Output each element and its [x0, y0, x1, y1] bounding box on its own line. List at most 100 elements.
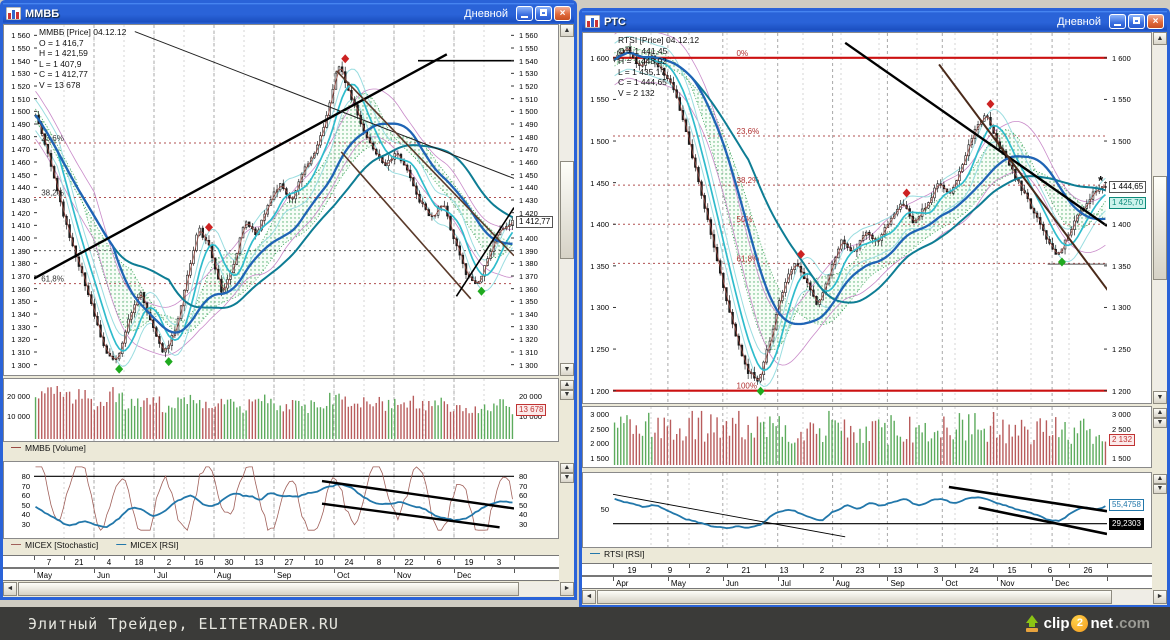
price-scroll-down-button[interactable]: ▼ — [1153, 391, 1167, 404]
titlebar-micex[interactable]: ММВБ Дневной × — [3, 3, 574, 24]
day-tick-mark — [154, 556, 155, 560]
maximize-button[interactable] — [1128, 14, 1145, 29]
scroll-right-button[interactable]: ► — [560, 582, 574, 596]
y-axis-tick-label: 1 560 — [519, 31, 538, 41]
scroll-left-button[interactable]: ◄ — [582, 590, 596, 604]
volume-pane-up-button[interactable]: ▲ — [1153, 408, 1167, 418]
month-label: Dec — [1055, 579, 1070, 588]
day-tick-mark — [803, 564, 804, 568]
x-axis-days: 7 21 4 18 2 16 30 13 27 10 24 8 22 6 19 3 — [3, 555, 559, 568]
y-axis-tick-label: 1 320 — [519, 335, 538, 345]
volume-panel: 20 000 10 000 20 000 10 000 13 678 — [3, 378, 559, 442]
day-tick-mark — [917, 564, 918, 568]
price-scroll-up-button[interactable]: ▲ — [560, 24, 574, 37]
volume-panel: 3 000 2 500 2 000 1 500 3 000 2 500 1 500 2 132 — [582, 406, 1152, 468]
y-axis-tick-label: 1 370 — [519, 272, 538, 281]
month-tick-mark — [34, 569, 35, 573]
y-axis-tick-label: 1 520 — [519, 82, 538, 91]
y-axis-tick-label: 1 450 — [590, 178, 609, 188]
stochastic-series-name: MICEX [Stochastic] — [25, 539, 99, 550]
price-scroll-down-button[interactable]: ▼ — [560, 363, 574, 376]
oscillator-pane-down-button[interactable]: ▼ — [1153, 484, 1167, 494]
horizontal-scrollbar[interactable]: ◄ ► — [582, 590, 1167, 604]
day-tick-mark — [424, 556, 425, 560]
month-tick-mark — [777, 577, 779, 581]
y-axis-tick-label: 1 400 — [519, 234, 538, 243]
y-axis-tick-label: 1 530 — [519, 69, 538, 79]
day-tick-mark — [689, 564, 690, 568]
y-axis-tick-label: 1 380 — [11, 259, 30, 269]
y-axis-tick-label: 1 500 — [519, 107, 538, 117]
clip2net-logo[interactable]: clip 2 net .com — [1025, 607, 1150, 640]
y-axis-tick-label: 1 600 — [590, 53, 609, 63]
y-axis-tick-label: 1 460 — [11, 158, 30, 167]
y-axis-tick-label: 1 320 — [11, 335, 30, 345]
minimize-button[interactable] — [1109, 14, 1126, 29]
month-label: Oct — [337, 571, 350, 580]
logo-text-com: .com — [1114, 615, 1150, 632]
oscillator-pane-up-button[interactable]: ▲ — [560, 463, 574, 473]
horizontal-scrollbar[interactable]: ◄ ► — [3, 582, 574, 596]
day-tick-mark — [879, 564, 880, 568]
volume-chart-canvas — [613, 407, 1107, 467]
price-scroll-thumb[interactable] — [560, 160, 574, 259]
minimize-button[interactable] — [516, 6, 533, 21]
price-scroll-up-button[interactable]: ▲ — [1153, 32, 1167, 45]
price-scroll-thumb[interactable] — [1153, 176, 1167, 281]
day-tick-mark — [34, 556, 35, 560]
day-tick-mark — [613, 564, 614, 568]
last-volume-label: 13 678 — [516, 403, 547, 416]
oscillator-pane-up-button[interactable]: ▲ — [1153, 474, 1167, 484]
month-tick-mark — [1107, 577, 1108, 581]
horizontal-scroll-thumb[interactable] — [597, 590, 1112, 604]
oscillator-chart-canvas — [34, 462, 514, 538]
y-axis-tick-label: 1 460 — [519, 158, 538, 167]
price-panel: 23,6% 38,2% 61,8% 1 560 1 560 1 550 1 550 1 540… — [3, 24, 559, 376]
month-tick-mark — [514, 569, 515, 573]
close-button[interactable]: × — [1147, 14, 1164, 29]
y-axis-tick-label: 1 300 — [590, 303, 609, 313]
volume-pane-up-button[interactable]: ▲ — [560, 380, 574, 390]
volume-series-name: ММВБ [Volume] — [25, 442, 86, 453]
volume-pane-down-button[interactable]: ▼ — [1153, 418, 1167, 428]
oscillator-tick-label: 60 — [519, 491, 528, 501]
day-tick-mark — [514, 556, 515, 560]
y-axis-tick-label: 1 480 — [11, 132, 30, 142]
volume-chart-canvas — [34, 379, 514, 441]
y-axis-tick-label: 1 600 — [1112, 53, 1131, 63]
day-label: 21 — [741, 566, 751, 575]
volume-pane-down-button[interactable]: ▼ — [560, 390, 574, 400]
titlebar-rts[interactable]: РТС Дневной × — [582, 11, 1167, 32]
day-label: 15 — [1007, 566, 1017, 575]
month-tick-mark — [334, 569, 335, 573]
day-label: 30 — [224, 558, 234, 567]
maximize-button[interactable] — [535, 6, 552, 21]
oscillator-panel: 80 70 60 50 40 30 80 70 60 50 40 30 — [3, 461, 559, 539]
rsi-series-name: RTSI [RSI] — [604, 548, 645, 559]
y-axis-tick-label: 1 200 — [590, 386, 609, 396]
oscillator-tick-label: 40 — [21, 510, 30, 520]
horizontal-scroll-thumb[interactable] — [18, 582, 519, 596]
logo-badge-2: 2 — [1071, 615, 1089, 632]
chart-area-rts: RTSI [Price] 04.12.12 O = 1 441,45 H = 1… — [582, 32, 1167, 605]
month-label: Jul — [157, 571, 168, 580]
month-tick-mark — [154, 569, 155, 573]
day-label: 23 — [855, 566, 865, 575]
y-axis-tick-label: 1 340 — [11, 310, 30, 319]
day-label: 6 — [436, 558, 442, 567]
month-label: Jun — [97, 571, 110, 580]
day-label: 7 — [46, 558, 52, 567]
y-axis-tick-label: 1 410 — [11, 221, 30, 231]
oscillator-panel: 50 55,4758 29,2303 — [582, 472, 1152, 548]
scroll-right-button[interactable]: ► — [1153, 590, 1167, 604]
y-axis-tick-label: 1 510 — [11, 94, 30, 104]
oscillator-pane-down-button[interactable]: ▼ — [560, 473, 574, 483]
y-axis-tick-label: 1 330 — [11, 322, 30, 332]
y-axis-tick-label: 1 500 — [590, 137, 609, 147]
oscillator-value-label: 29,2303 — [1109, 518, 1144, 531]
close-button[interactable]: × — [554, 6, 571, 21]
volume-tick-label: 1 500 — [1112, 453, 1131, 463]
scroll-left-button[interactable]: ◄ — [3, 582, 17, 596]
oscillator-tick-label: 40 — [519, 510, 528, 520]
day-label: 13 — [779, 566, 789, 575]
